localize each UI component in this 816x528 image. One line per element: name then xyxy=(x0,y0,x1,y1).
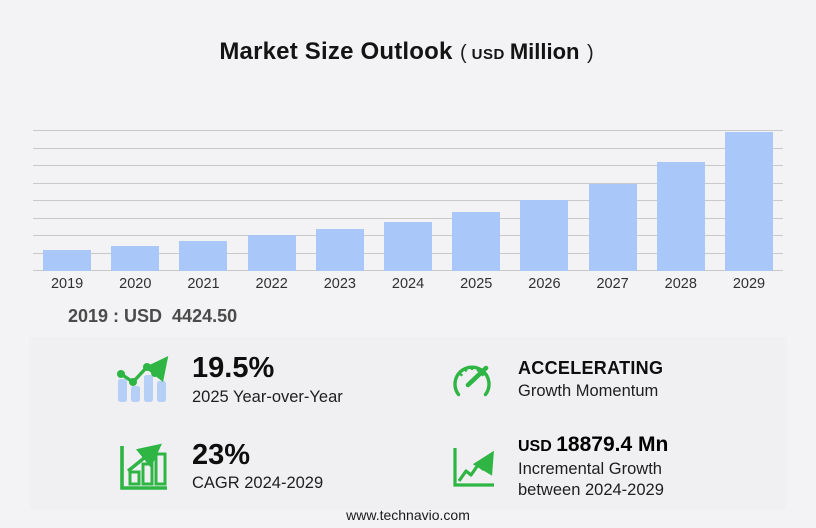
title-unit: Million xyxy=(509,39,580,64)
bar-2024 xyxy=(384,221,433,271)
bar-2029 xyxy=(724,132,773,271)
x-tick-2025: 2025 xyxy=(460,276,493,292)
bar-slot-2020 xyxy=(101,131,169,271)
bar-slot-2024 xyxy=(374,131,442,271)
yoy-label: 2025 Year-over-Year xyxy=(192,387,343,406)
momentum-value: ACCELERATING xyxy=(518,358,664,379)
bar-slot-2027 xyxy=(579,131,647,271)
baseline-value-label: 2019 : USD 4424.50 xyxy=(68,306,238,326)
bar-slot-2023 xyxy=(306,131,374,271)
gridline xyxy=(33,147,783,149)
momentum-label: Growth Momentum xyxy=(518,381,659,400)
bar-2020 xyxy=(111,246,160,271)
title-currency: USD xyxy=(471,46,505,63)
gridline xyxy=(33,217,783,219)
incremental-value: USD 18879.4 Mn xyxy=(518,433,668,457)
gridline xyxy=(33,182,783,184)
gridline xyxy=(33,200,783,201)
x-tick-2029: 2029 xyxy=(732,276,766,292)
bar-slot-2025 xyxy=(442,131,510,271)
x-tick-2026: 2026 xyxy=(528,276,561,292)
bar-2023 xyxy=(315,229,364,271)
x-tick-2027: 2027 xyxy=(596,276,629,292)
bar-chart-trend-icon xyxy=(114,355,170,405)
incremental-label-line2: between 2024-2029 xyxy=(518,480,664,499)
gridline xyxy=(33,130,783,131)
plot-area xyxy=(33,130,783,271)
chart-title: Market Size Outlook (USD Million ) xyxy=(0,38,816,66)
stat-growth-momentum: ACCELERATING Growth Momentum xyxy=(408,337,786,424)
footer-url: www.technavio.com xyxy=(346,507,470,523)
x-tick-2024: 2024 xyxy=(391,276,425,292)
bar-slot-2022 xyxy=(238,131,306,271)
bar-slot-2019 xyxy=(33,131,101,271)
yoy-value: 19.5% xyxy=(192,352,275,385)
x-tick-2023: 2023 xyxy=(323,276,356,292)
title-main: Market Size Outlook xyxy=(219,38,453,65)
stat-incremental-growth: USD 18879.4 Mn Incremental Growth betwee… xyxy=(408,424,786,511)
x-tick-2021: 2021 xyxy=(187,276,220,292)
x-tick-2022: 2022 xyxy=(255,276,288,292)
bar-slot-2029 xyxy=(715,131,783,271)
bar-slot-2028 xyxy=(647,131,715,271)
bar-2028 xyxy=(656,161,705,271)
bar-2026 xyxy=(520,199,569,271)
bars-row xyxy=(33,131,783,271)
incremental-number: 18879.4 Mn xyxy=(556,433,669,457)
x-tick-2028: 2028 xyxy=(664,276,697,292)
bar-2019 xyxy=(43,250,92,271)
line-chart-icon xyxy=(448,444,496,490)
bar-2022 xyxy=(247,234,296,271)
incremental-label-line1: Incremental Growth xyxy=(518,460,662,479)
incremental-currency: USD xyxy=(518,438,552,456)
x-tick-2019: 2019 xyxy=(50,276,84,292)
stat-cagr: 23% CAGR 2024-2029 xyxy=(30,424,408,511)
title-paren-open: ( xyxy=(460,42,467,64)
stats-panel: 19.5% 2025 Year-over-Year ACCELERATING G… xyxy=(30,337,786,510)
bar-2021 xyxy=(179,241,228,271)
speedometer-icon xyxy=(448,358,496,402)
bar-2027 xyxy=(588,183,637,271)
cagr-value: 23% xyxy=(192,438,251,471)
title-paren-close: ) xyxy=(586,42,594,64)
x-axis-labels: 2019 2020 2021 2022 2023 2024 2025 2026 2027 2028… xyxy=(33,276,783,292)
growth-board-icon xyxy=(114,440,170,494)
stat-yoy-growth: 19.5% 2025 Year-over-Year xyxy=(30,337,408,424)
bar-2025 xyxy=(452,212,501,271)
cagr-label: CAGR 2024-2029 xyxy=(192,474,324,493)
gridline xyxy=(33,165,783,166)
x-tick-2020: 2020 xyxy=(119,276,152,292)
bar-slot-2026 xyxy=(510,131,578,271)
bar-slot-2021 xyxy=(169,131,237,271)
